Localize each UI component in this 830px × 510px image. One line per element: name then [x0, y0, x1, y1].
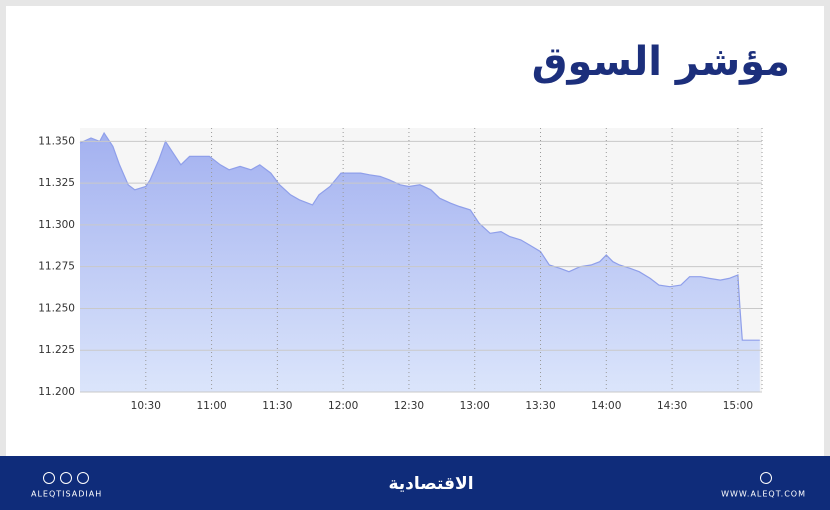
- social-icons: [43, 472, 772, 484]
- footer-website: WWW.ALEQT.COM: [721, 490, 806, 499]
- x-tick-label: 12:00: [328, 400, 358, 412]
- line: [79, 131, 760, 341]
- plot: 11.200 11.225 11.250 11.275 11.300 11.325 11.3…: [38, 128, 763, 412]
- y-tick-label: 11.200: [38, 386, 75, 398]
- y-tick-label: 11.300: [38, 219, 75, 231]
- footer-logo: الاقتصادية: [388, 474, 473, 494]
- x-tick-label: 11:00: [196, 400, 226, 412]
- footer-handle: ALEQTISADIAH: [31, 490, 102, 499]
- area: [80, 133, 760, 392]
- y-tick-label: 11.250: [38, 302, 75, 314]
- y-tick-label: 11.225: [38, 344, 75, 356]
- footer-bar: [0, 456, 830, 510]
- y-tick-label: 11.325: [38, 177, 75, 189]
- x-tick-label: 14:00: [591, 400, 621, 412]
- x-tick-label: 15:00: [723, 400, 753, 412]
- x-tick-label: 10:30: [131, 400, 161, 412]
- x-tick-label: 12:30: [394, 400, 424, 412]
- y-tick-label: 11.275: [38, 261, 75, 273]
- x-tick-label: 11:30: [262, 400, 292, 412]
- chart-title: مؤشر السوق: [532, 39, 790, 85]
- x-tick-label: 13:30: [525, 400, 555, 412]
- x-tick-label: 14:30: [657, 400, 687, 412]
- x-tick-label: 13:00: [460, 400, 490, 412]
- y-tick-label: 11.350: [38, 135, 75, 147]
